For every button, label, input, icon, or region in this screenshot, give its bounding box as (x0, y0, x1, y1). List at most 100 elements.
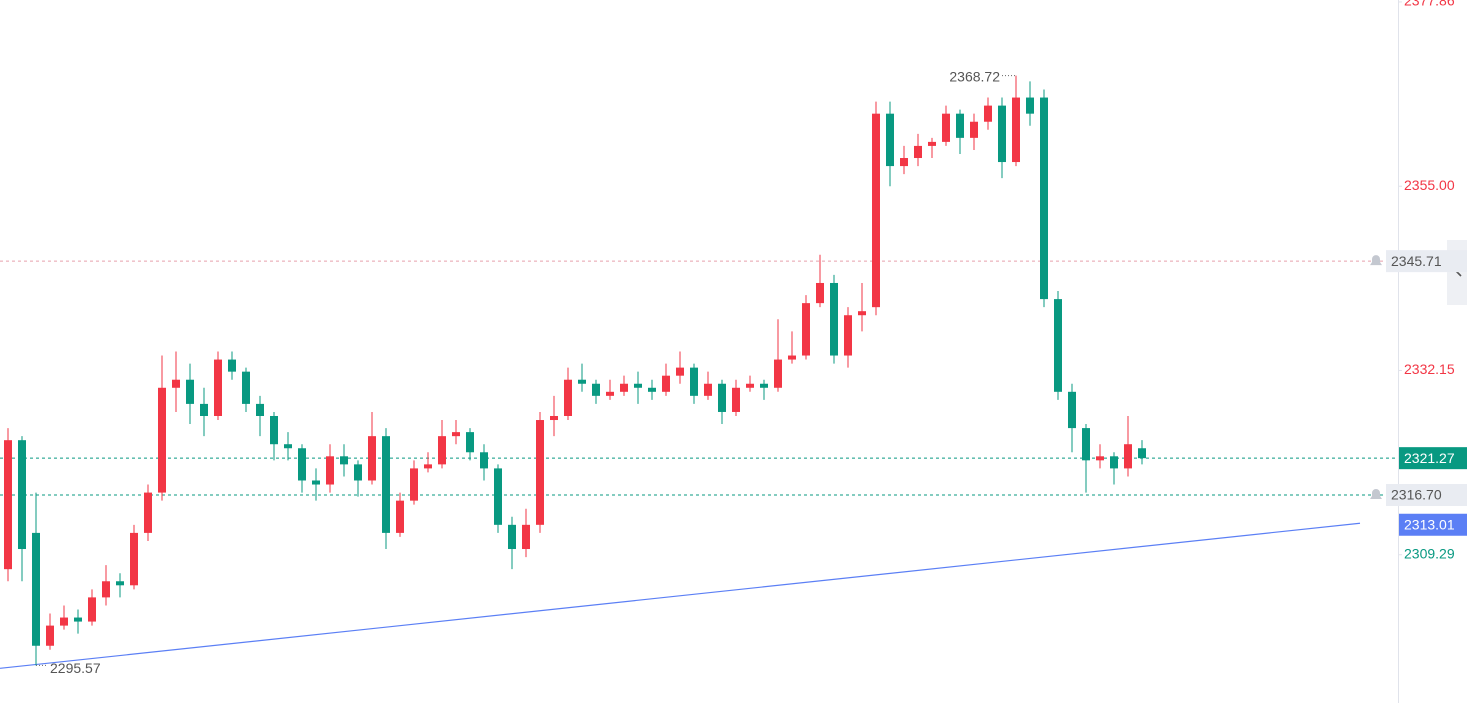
candle-body (284, 444, 292, 449)
candle-body (438, 436, 446, 465)
candle-body (186, 379, 194, 404)
candle-body (1138, 448, 1146, 459)
candle-body (4, 440, 12, 570)
candle-body (1040, 97, 1048, 300)
candle-body (116, 581, 124, 586)
candle-body (858, 311, 866, 316)
candle-body (480, 452, 488, 469)
candle-body (452, 432, 460, 437)
candle-body (1026, 97, 1034, 114)
candle-body (928, 141, 936, 146)
candle-body (228, 359, 236, 372)
candle-body (732, 387, 740, 412)
candle-body (60, 617, 68, 626)
candle-body (1096, 456, 1104, 461)
trendline-label: 2313.01 (1404, 516, 1455, 532)
candle-body (214, 359, 222, 416)
alert-label: 2316.70 (1391, 487, 1442, 503)
trendline (0, 522, 1361, 669)
candle-body (270, 415, 278, 445)
candle-body (312, 480, 320, 485)
candle-body (956, 113, 964, 138)
candle-body (522, 524, 530, 550)
candle-body (746, 383, 754, 388)
candle-body (662, 375, 670, 392)
candle-body (102, 581, 110, 598)
alert-tag (1386, 250, 1467, 273)
alert-label: 2345.71 (1391, 253, 1442, 269)
candle-body (802, 303, 810, 356)
candle-body (1054, 299, 1062, 392)
candle-body (144, 492, 152, 533)
candle-body (830, 282, 838, 356)
candle-body (774, 359, 782, 388)
candle-body (18, 440, 26, 550)
alert-icon (1370, 489, 1382, 500)
candle-body (704, 383, 712, 396)
candle-body (536, 420, 544, 525)
alert-icon (1370, 255, 1382, 266)
candle-body (74, 617, 82, 622)
candle-body (130, 532, 138, 586)
candle-body (816, 282, 824, 304)
y-tick-label: 2377.86 (1404, 0, 1455, 9)
candle-body (886, 113, 894, 167)
candle-body (606, 391, 614, 396)
candle-body (396, 500, 404, 533)
y-tick-label: 2332.15 (1404, 361, 1455, 377)
candle-body (32, 532, 40, 646)
candle-body (172, 379, 180, 388)
candle-body (900, 158, 908, 167)
candle-body (998, 105, 1006, 163)
candle-body (872, 113, 880, 308)
candle-body (1068, 391, 1076, 429)
candle-body (942, 113, 950, 142)
candle-body (1110, 456, 1118, 469)
candle-body (508, 524, 516, 550)
candle-body (760, 383, 768, 388)
candle-body (564, 379, 572, 416)
alert-tag (1386, 484, 1467, 507)
candle-body (256, 403, 264, 416)
y-tick-label: 2355.00 (1404, 177, 1455, 193)
last-price-tag (1399, 447, 1467, 470)
candle-body (970, 121, 978, 138)
candle-body (844, 315, 852, 356)
candle-body (88, 597, 96, 622)
candle-body (424, 464, 432, 469)
candle-body (1082, 428, 1090, 461)
y-tick-label: 2309.29 (1404, 545, 1455, 561)
candle-body (494, 468, 502, 525)
low-annotation: 2295.57 (50, 660, 101, 676)
candle-body (326, 456, 334, 485)
candle-body (578, 379, 586, 384)
candle-body (676, 367, 684, 376)
candle-body (200, 403, 208, 416)
candle-body (158, 387, 166, 493)
candle-body (410, 468, 418, 501)
candle-body (466, 432, 474, 453)
trendline-tag (1399, 513, 1467, 536)
candle-body (298, 448, 306, 481)
candle-body (368, 436, 376, 481)
candle-body (592, 383, 600, 396)
candle-body (382, 436, 390, 533)
candle-body (648, 387, 656, 392)
candle-body (914, 145, 922, 159)
candle-body (354, 464, 362, 481)
candle-body (690, 367, 698, 396)
candle-body (718, 383, 726, 412)
candle-body (340, 456, 348, 465)
candle-body (788, 355, 796, 360)
last-price-label: 2321.27 (1404, 450, 1455, 466)
candle-body (634, 383, 642, 388)
candle-body (1124, 444, 1132, 469)
candle-body (242, 371, 250, 404)
candle-body (984, 105, 992, 122)
candle-body (550, 415, 558, 421)
candle-body (1012, 97, 1020, 163)
high-annotation: 2368.72 (949, 68, 1000, 84)
candle-body (46, 625, 54, 646)
candle-body (620, 383, 628, 392)
